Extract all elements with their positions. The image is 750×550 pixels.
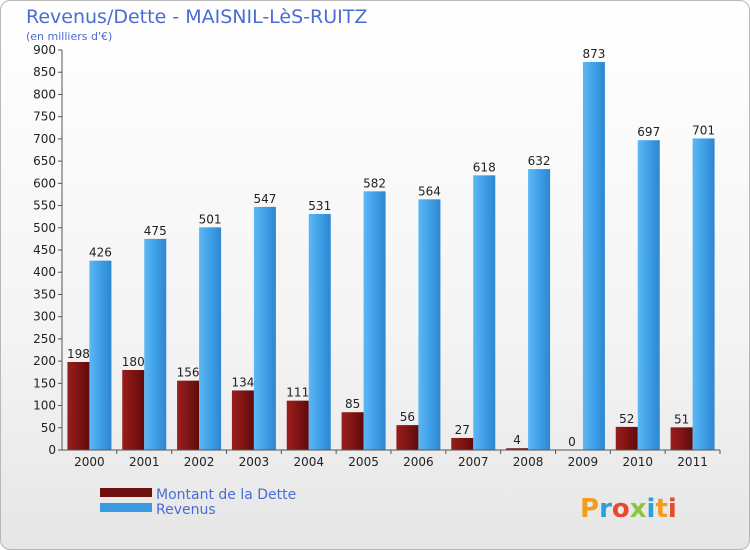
bar-revenue xyxy=(582,62,605,450)
proxiti-logo: Proxiti xyxy=(580,494,677,524)
bars-group: 198 426 180 475 156 501 134 547 111 531 85 582 56 564… xyxy=(67,47,715,451)
bar-debt xyxy=(396,425,419,450)
data-label-debt: 111 xyxy=(286,386,309,400)
y-tick-label: 750 xyxy=(33,110,56,124)
y-tick-label: 400 xyxy=(33,265,56,279)
data-label-revenue: 426 xyxy=(89,246,112,260)
bar-revenue xyxy=(528,169,551,450)
y-tick-label: 500 xyxy=(33,221,56,235)
bar-revenue xyxy=(692,138,715,450)
data-label-debt: 4 xyxy=(513,433,521,447)
y-tick-label: 850 xyxy=(33,65,56,79)
data-label-debt: 134 xyxy=(231,375,254,389)
bar-revenue xyxy=(418,199,441,450)
data-label-debt: 180 xyxy=(122,355,145,369)
y-tick-label: 300 xyxy=(33,310,56,324)
y-tick-label: 0 xyxy=(48,443,56,457)
data-label-debt: 52 xyxy=(619,412,634,426)
y-tick-label: 150 xyxy=(33,376,56,390)
bar-revenue xyxy=(363,191,386,451)
x-tick-label: 2000 xyxy=(74,455,105,469)
y-tick-label: 700 xyxy=(33,132,56,146)
legend-swatch-revenue xyxy=(100,503,152,512)
bar-revenue xyxy=(253,206,276,450)
logo-text: Proxiti xyxy=(580,494,677,524)
y-tick-label: 200 xyxy=(33,354,56,368)
bar-debt xyxy=(451,438,474,450)
data-label-revenue: 618 xyxy=(473,160,496,174)
bar-debt xyxy=(67,362,90,450)
y-tick-label: 600 xyxy=(33,176,56,190)
data-label-debt: 156 xyxy=(177,366,200,380)
x-tick-label: 2002 xyxy=(184,455,215,469)
y-tick-label: 550 xyxy=(33,199,56,213)
bar-debt xyxy=(506,448,529,450)
bar-debt xyxy=(286,400,309,450)
bar-debt xyxy=(231,390,254,450)
data-label-debt: 85 xyxy=(345,397,360,411)
data-label-revenue: 501 xyxy=(199,212,222,226)
data-label-debt: 56 xyxy=(400,410,415,424)
bar-revenue xyxy=(89,260,112,450)
data-label-revenue: 547 xyxy=(253,192,276,206)
data-label-debt: 27 xyxy=(455,423,470,437)
data-label-revenue: 632 xyxy=(528,154,551,168)
x-tick-label: 2003 xyxy=(239,455,270,469)
x-tick-label: 2005 xyxy=(348,455,379,469)
bar-debt xyxy=(615,426,638,450)
bar-revenue xyxy=(144,238,167,450)
x-tick-label: 2011 xyxy=(677,455,708,469)
y-tick-label: 50 xyxy=(41,421,56,435)
bar-revenue xyxy=(637,140,660,450)
legend-label-revenue: Revenus xyxy=(156,502,216,518)
data-label-debt: 51 xyxy=(674,412,689,426)
chart-subtitle: (en milliers d'€) xyxy=(26,30,112,43)
data-label-revenue: 873 xyxy=(582,47,605,61)
y-tick-label: 900 xyxy=(33,43,56,57)
legend-label-debt: Montant de la Dette xyxy=(156,487,296,503)
y-tick-label: 250 xyxy=(33,332,56,346)
x-tick-label: 2008 xyxy=(513,455,544,469)
bar-debt xyxy=(670,427,693,450)
data-label-debt: 0 xyxy=(568,435,576,449)
data-label-revenue: 475 xyxy=(144,224,167,238)
x-tick-label: 2004 xyxy=(293,455,324,469)
data-label-debt: 198 xyxy=(67,347,90,361)
data-label-revenue: 564 xyxy=(418,184,441,198)
y-tick-label: 100 xyxy=(33,399,56,413)
x-tick-label: 2006 xyxy=(403,455,434,469)
y-axis: 0 50 100 150 200 250 300 350 400 450 500 550 600 650 7… xyxy=(33,43,63,457)
x-tick-label: 2007 xyxy=(458,455,489,469)
chart-title: Revenus/Dette - MAISNIL-LèS-RUITZ xyxy=(26,6,367,28)
data-label-revenue: 531 xyxy=(308,199,331,213)
data-label-revenue: 701 xyxy=(692,123,715,137)
x-tick-label: 2010 xyxy=(622,455,653,469)
x-axis: 2000 2001 2002 2003 2004 2005 2006 2007 2008 2009… xyxy=(62,449,721,469)
x-tick-label: 2001 xyxy=(129,455,160,469)
data-label-revenue: 697 xyxy=(637,125,660,139)
bar-debt xyxy=(122,370,145,450)
legend: Montant de la Dette Revenus xyxy=(100,487,296,518)
legend-swatch-debt xyxy=(100,488,152,497)
data-label-revenue: 582 xyxy=(363,176,386,190)
y-tick-label: 800 xyxy=(33,87,56,101)
bar-revenue xyxy=(308,214,331,450)
x-tick-label: 2009 xyxy=(568,455,599,469)
y-tick-label: 350 xyxy=(33,287,56,301)
bar-debt xyxy=(177,380,200,450)
y-tick-label: 650 xyxy=(33,154,56,168)
bar-debt xyxy=(341,412,364,450)
y-tick-label: 450 xyxy=(33,243,56,257)
bar-revenue xyxy=(199,227,222,450)
bar-revenue xyxy=(473,175,496,451)
